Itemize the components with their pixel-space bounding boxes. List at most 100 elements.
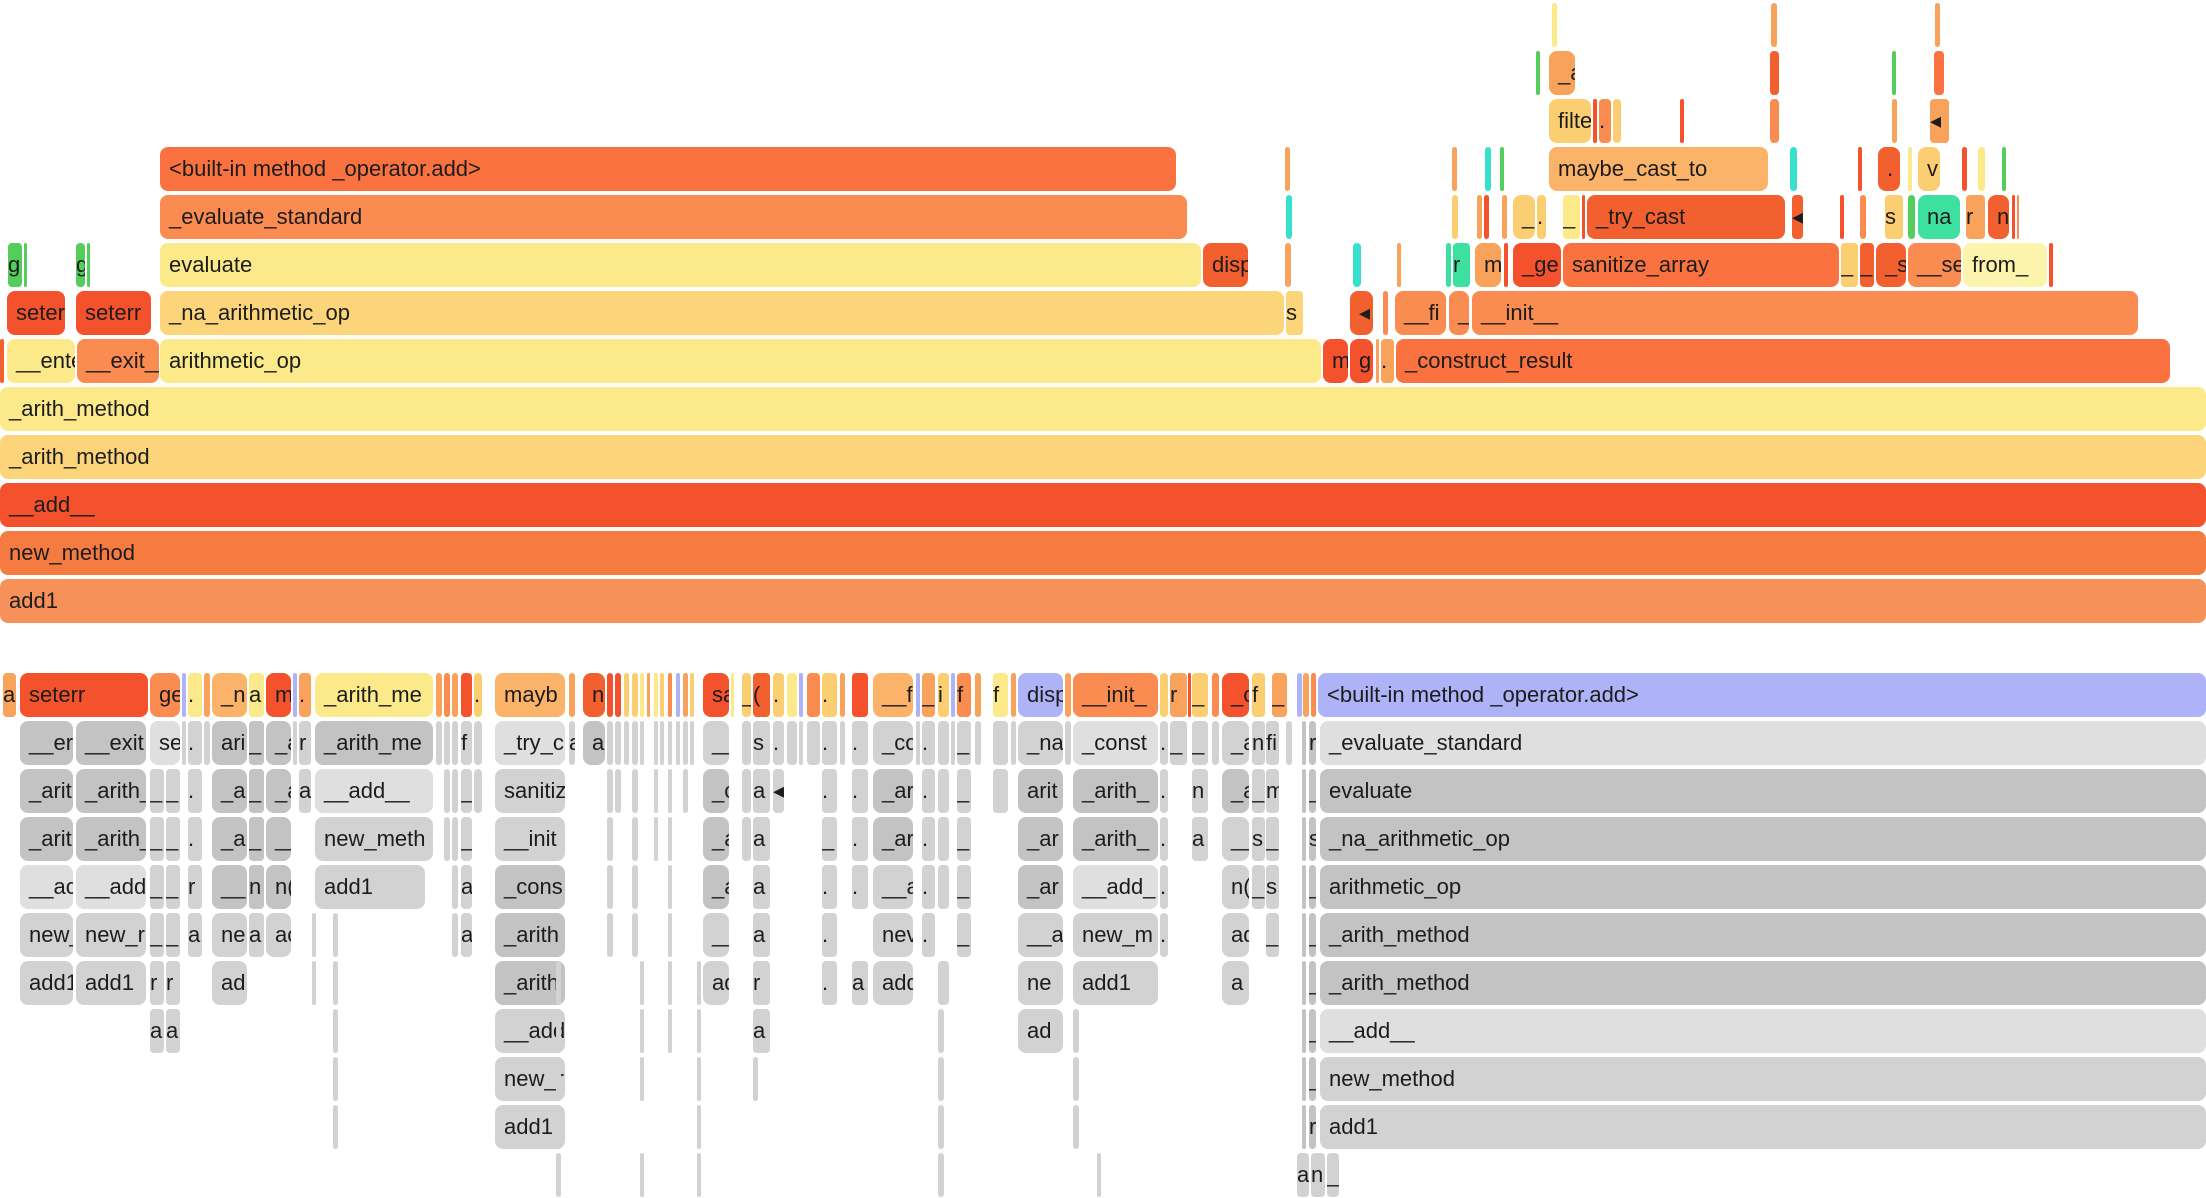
bottom-frame-sliver[interactable] — [668, 673, 672, 717]
bottom-frame-new_m[interactable]: new_m — [1073, 913, 1158, 957]
top-frame-sliver[interactable] — [1770, 51, 1779, 95]
top-frame-sliver[interactable]: ◂ — [1350, 291, 1373, 335]
top-frame-builtinmethod_operator.add[interactable]: <built-in method _operator.add> — [160, 147, 1176, 191]
bottom-frame-sliver[interactable] — [840, 721, 845, 765]
bottom-frame-sliver[interactable] — [697, 961, 701, 1005]
bottom-frame-_[interactable]: _ — [822, 817, 837, 861]
bottom-frame-a[interactable]: a — [852, 961, 868, 1005]
bottom-frame-sliver[interactable] — [474, 721, 482, 765]
top-frame-arithmetic_op[interactable]: arithmetic_op — [160, 339, 1321, 383]
bottom-frame-_[interactable]: _ — [461, 769, 472, 813]
top-frame-sliver[interactable] — [1484, 195, 1489, 239]
bottom-frame-sliver[interactable] — [951, 673, 955, 717]
bottom-frame-new_r[interactable]: new_r — [76, 913, 146, 957]
bottom-frame-a[interactable]: a — [299, 769, 311, 813]
top-frame-s[interactable]: s — [1286, 291, 1303, 335]
top-frame-sliver[interactable] — [1978, 147, 1985, 191]
bottom-frame-sliver[interactable] — [938, 1105, 944, 1149]
bottom-frame-__a[interactable]: __a — [1018, 913, 1063, 957]
bottom-frame-sliver[interactable] — [436, 673, 442, 717]
bottom-frame-sliver[interactable] — [654, 769, 658, 813]
bottom-frame-sliver[interactable] — [787, 721, 797, 765]
bottom-frame-sliver[interactable] — [640, 1057, 644, 1101]
bottom-frame-ge[interactable]: ge — [150, 673, 180, 717]
bottom-frame-_[interactable]: _ — [150, 769, 164, 813]
bottom-frame-_na_arithmetic_op[interactable]: _na_arithmetic_op — [1320, 817, 2206, 861]
top-frame-sliver[interactable] — [1613, 99, 1621, 143]
bottom-frame-a[interactable]: a — [1192, 817, 1208, 861]
bottom-frame-sliver[interactable] — [632, 721, 638, 765]
bottom-frame-_n[interactable]: _n — [212, 673, 247, 717]
top-frame-_arith_method[interactable]: _arith_method — [0, 435, 2206, 479]
bottom-frame-sliver[interactable] — [204, 721, 210, 765]
bottom-frame-sliver[interactable] — [975, 721, 981, 765]
bottom-frame-sliver[interactable] — [683, 769, 688, 813]
bottom-frame-sliver[interactable] — [742, 817, 751, 861]
bottom-frame-sliver[interactable] — [1302, 817, 1306, 861]
bottom-frame-add1[interactable]: add1 — [495, 1105, 565, 1149]
bottom-frame-sliver[interactable] — [607, 865, 613, 909]
top-frame-g[interactable]: g — [76, 243, 85, 287]
bottom-frame-sliver[interactable] — [293, 673, 297, 717]
bottom-frame-_[interactable]: _ — [957, 769, 971, 813]
bottom-frame-_[interactable]: _ — [742, 673, 751, 717]
bottom-frame-sliver[interactable] — [444, 817, 450, 861]
bottom-frame-.[interactable]: . — [852, 865, 868, 909]
bottom-frame-sliver[interactable] — [697, 1009, 701, 1053]
bottom-frame-_[interactable]: _ — [957, 721, 971, 765]
bottom-frame-sliver[interactable] — [632, 769, 638, 813]
bottom-frame-.[interactable]: . — [922, 913, 935, 957]
bottom-frame-__add[interactable]: __add — [76, 865, 146, 909]
top-frame-sliver[interactable] — [1858, 147, 1862, 191]
bottom-frame-__ac[interactable]: __ac — [20, 865, 73, 909]
bottom-frame-sliver[interactable] — [333, 961, 338, 1005]
top-frame-sliver[interactable] — [1934, 51, 1944, 95]
bottom-frame-sliver[interactable] — [697, 1153, 701, 1197]
bottom-frame-sliver[interactable] — [436, 721, 442, 765]
bottom-frame-a[interactable]: a — [150, 1009, 164, 1053]
bottom-frame-sliver[interactable] — [668, 913, 672, 957]
bottom-frame-sliver[interactable] — [654, 817, 658, 861]
bottom-frame-a[interactable]: a — [188, 913, 202, 957]
bottom-frame-ac[interactable]: ac — [266, 913, 291, 957]
bottom-frame-_arith_[interactable]: _arith_ — [76, 817, 146, 861]
top-frame-r[interactable]: r — [1453, 243, 1470, 287]
bottom-frame-sliver[interactable] — [1065, 673, 1071, 717]
bottom-frame-n[interactable]: n — [1311, 1153, 1325, 1197]
bottom-frame-sliver[interactable] — [556, 1057, 561, 1101]
bottom-frame-ad[interactable]: ad — [703, 961, 729, 1005]
bottom-frame-_a[interactable]: _a — [212, 769, 247, 813]
top-frame-sliver[interactable] — [1376, 339, 1379, 383]
bottom-frame-sliver[interactable] — [975, 673, 981, 717]
bottom-frame-_arith[interactable]: _arith — [495, 961, 565, 1005]
top-frame-sliver[interactable] — [1452, 195, 1458, 239]
bottom-frame-sliver[interactable] — [1302, 865, 1306, 909]
bottom-frame-_[interactable]: _ — [1192, 673, 1208, 717]
top-frame-_[interactable]: _ — [1449, 291, 1469, 335]
bottom-frame-fi[interactable]: fi — [1266, 721, 1279, 765]
bottom-frame-a[interactable]: a — [461, 913, 472, 957]
bottom-frame-sliver[interactable] — [668, 1009, 672, 1053]
bottom-frame-a[interactable]: a — [753, 865, 770, 909]
bottom-frame-sliver[interactable] — [452, 721, 458, 765]
bottom-frame-.[interactable]: . — [822, 721, 837, 765]
bottom-frame-sliver[interactable] — [1073, 1105, 1079, 1149]
bottom-frame-f[interactable]: f — [461, 721, 472, 765]
bottom-frame-sa[interactable]: sa — [703, 673, 729, 717]
bottom-frame-seterr[interactable]: seterr — [20, 673, 148, 717]
bottom-frame-__[interactable]: __ — [1222, 817, 1249, 861]
top-frame-sanitize_array[interactable]: sanitize_array — [1563, 243, 1839, 287]
bottom-frame-sliver[interactable] — [1065, 721, 1071, 765]
bottom-frame-_arith_[interactable]: _arith_ — [1073, 817, 1158, 861]
top-frame-__fi[interactable]: __fi — [1395, 291, 1446, 335]
top-frame-g[interactable]: g — [1350, 339, 1373, 383]
top-frame-.[interactable]: . — [1537, 195, 1546, 239]
bottom-frame-mayb[interactable]: mayb — [495, 673, 565, 717]
bottom-frame-sliver[interactable] — [731, 673, 734, 717]
bottom-frame-sliver[interactable] — [668, 721, 672, 765]
bottom-frame-sliver[interactable] — [556, 1009, 561, 1053]
bottom-frame-n[interactable]: n( — [1222, 865, 1249, 909]
top-frame-na[interactable]: na — [1918, 195, 1960, 239]
bottom-frame-sliver[interactable] — [615, 769, 621, 813]
bottom-frame-a[interactable]: a — [583, 721, 605, 765]
